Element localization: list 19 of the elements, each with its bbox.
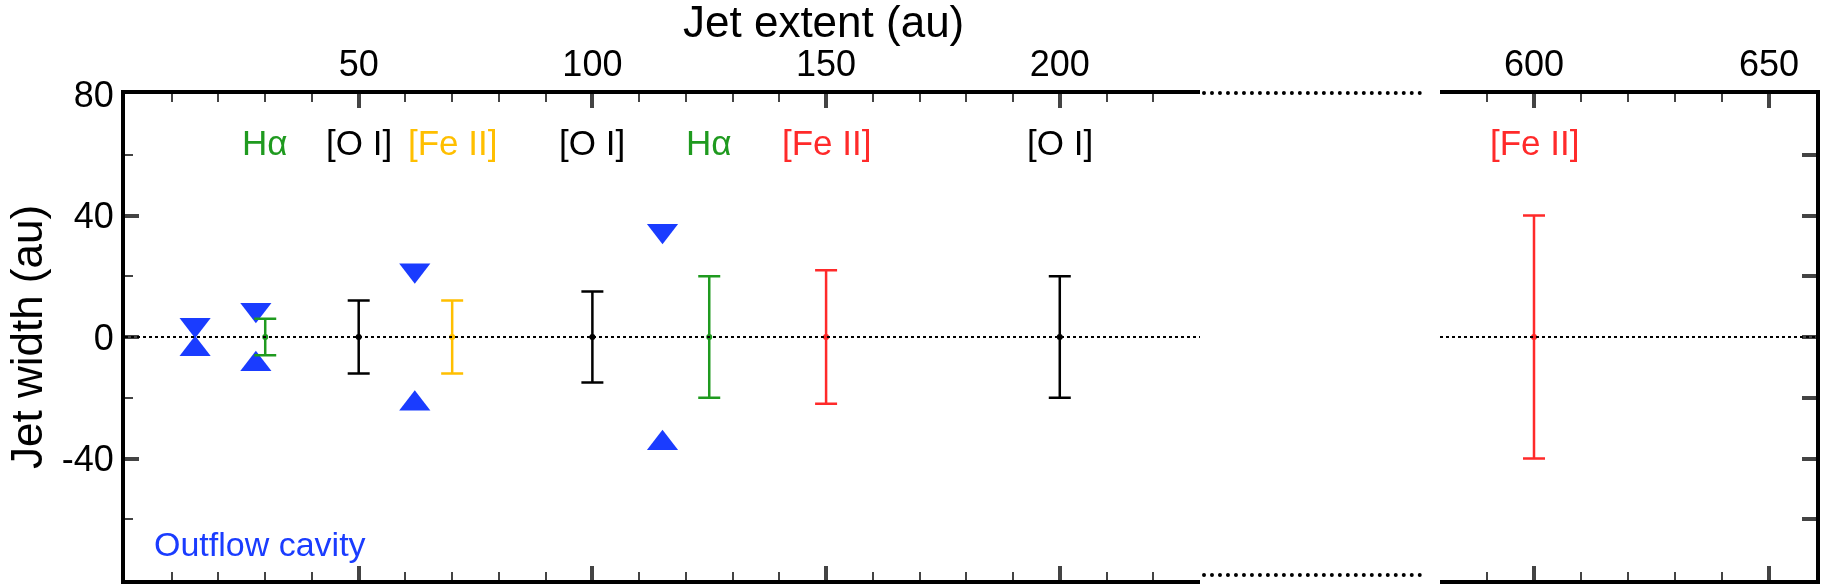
text: [Fe II] — [408, 123, 498, 162]
text: Hα — [242, 123, 288, 162]
text: [O I] — [326, 123, 393, 162]
text: [Fe II] — [782, 123, 872, 162]
text: [O I] — [559, 123, 626, 162]
y-tick-label: 40 — [73, 195, 114, 237]
text: [O I] — [1027, 123, 1094, 162]
y-tick-label: -40 — [61, 438, 114, 480]
y-axis-title: Jet width (au) — [2, 204, 52, 470]
x-tick-label: 50 — [338, 42, 379, 84]
text: Outflow cavity — [154, 525, 366, 563]
x-tick-label: 100 — [562, 42, 623, 84]
text: [Fe II] — [1490, 123, 1580, 162]
y-tick-label: 0 — [93, 316, 114, 358]
text: Hα — [686, 123, 732, 162]
y-tick-label: 80 — [73, 73, 114, 115]
x-tick-label: 650 — [1738, 42, 1800, 84]
x-tick-label: 200 — [1029, 42, 1090, 84]
x-tick-label: 600 — [1503, 42, 1565, 84]
